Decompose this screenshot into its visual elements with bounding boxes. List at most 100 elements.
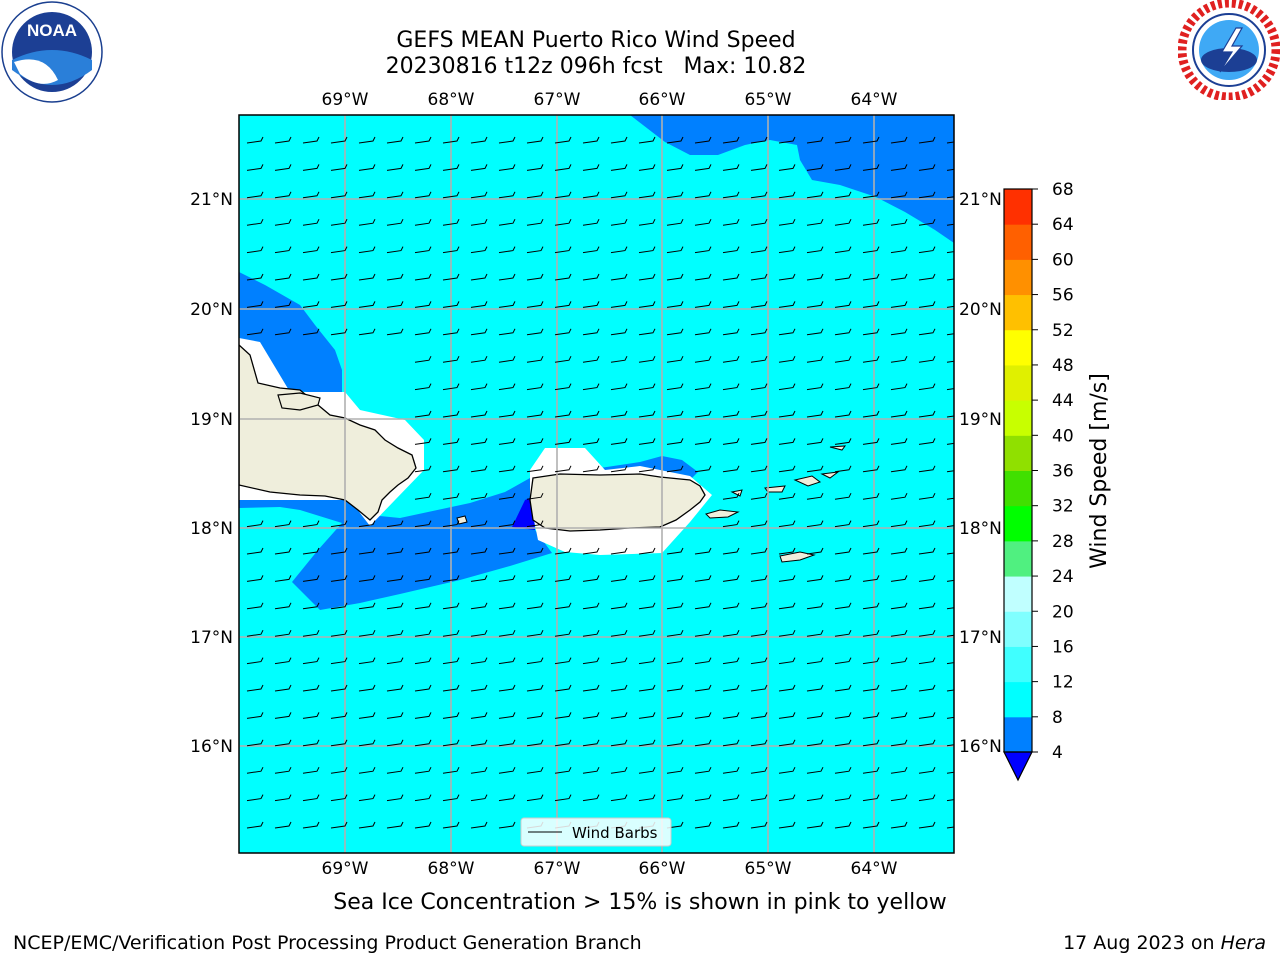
wind-barb [610,657,628,665]
wind-barb [274,273,292,281]
wind-barb [918,273,936,281]
wind-barb [778,328,796,336]
wind-barb [694,328,712,336]
wind-barb [638,684,656,692]
wind-barb [890,218,908,226]
wind-barb [470,301,488,308]
colorbar-segment [1004,646,1032,683]
wind-barb [330,218,348,226]
wind-barb [806,547,824,555]
wind-barb [470,629,488,637]
wind-barb [918,383,936,391]
wind-barb [834,465,852,473]
wind-barb [470,739,488,747]
wind-barb [386,273,404,281]
wind-barb [946,525,954,528]
wind-barb [638,218,656,226]
wind-barb [638,246,656,254]
wind-barb [638,328,656,336]
wind-barb [414,547,432,555]
wind-barb [890,410,908,418]
wind-barb [386,739,404,747]
wind-barb [582,301,600,308]
wind-barb [890,575,908,582]
wind-barb [610,218,628,226]
wind-barb [302,794,320,802]
wind-barb [638,191,656,199]
wind-barb [526,739,544,747]
wind-barb [722,821,740,829]
wind-barb [526,410,544,418]
wind-barb [246,602,264,610]
wind-barb [862,301,880,308]
wind-barb [358,547,376,555]
wind-barb [862,657,880,665]
wind-barb [778,794,796,802]
wind-barb [302,191,320,199]
gridlines [239,115,954,853]
wind-barb [386,246,404,254]
wind-barb [694,657,712,665]
wind-barb [778,136,796,144]
wind-barb [610,164,628,171]
colorbar-tick-label: 4 [1052,743,1063,763]
wind-barb [666,794,684,802]
wind-barb [946,634,954,637]
wind-barb [526,218,544,226]
wind-barb [386,712,404,719]
wind-barb [918,465,936,473]
wind-barb [750,739,768,747]
wind-barb [526,383,544,391]
wind-barb [554,602,572,610]
wind-barb [918,164,936,171]
wind-barb [694,547,712,555]
wind-barb [470,136,488,144]
wind-barb [778,739,796,747]
wind-barb [246,164,264,171]
wind-barb [330,301,348,308]
wind-barb [470,684,488,692]
wind-barb [554,191,572,199]
wind-barb [582,438,600,445]
wind-barb [890,191,908,199]
wind-barb [666,739,684,747]
wind-barb [694,191,712,199]
wind-barb [694,164,712,171]
wind-barb [862,218,880,226]
wind-barb [638,547,656,555]
island-virgin-gorda [820,471,840,479]
wind-barb [778,657,796,665]
wind-barb [694,794,712,802]
wind-barb [806,712,824,719]
wind-barb [302,301,320,308]
wind-barb [946,196,954,199]
wind-barb [554,465,572,473]
wind-barb [582,794,600,802]
wind-barb [442,136,460,144]
wind-barb [890,492,908,500]
wind-barb [694,438,712,445]
wind-barb [302,739,320,747]
colorbar-tick-label: 28 [1052,532,1074,552]
wind-barb [666,410,684,418]
wind-barb [442,328,460,336]
wind-barb [750,301,768,308]
wind-barb [246,136,264,144]
wind-barb [302,218,320,226]
wind-barb [414,273,432,281]
wind-barb [442,547,460,555]
wind-barb [386,657,404,665]
wind-barb [330,520,348,528]
wind-barb [722,657,740,665]
wind-barb [302,246,320,254]
lon-label-top: 67°W [534,90,581,110]
wind-barb [470,657,488,665]
wind-barb [610,383,628,391]
lon-label-bottom: 65°W [745,859,792,879]
wind-barb [470,465,488,473]
wind-barb [498,657,516,665]
island-mona [456,515,468,525]
wind-barb [750,657,768,665]
wind-barb [946,689,954,692]
wind-barb [470,520,488,528]
